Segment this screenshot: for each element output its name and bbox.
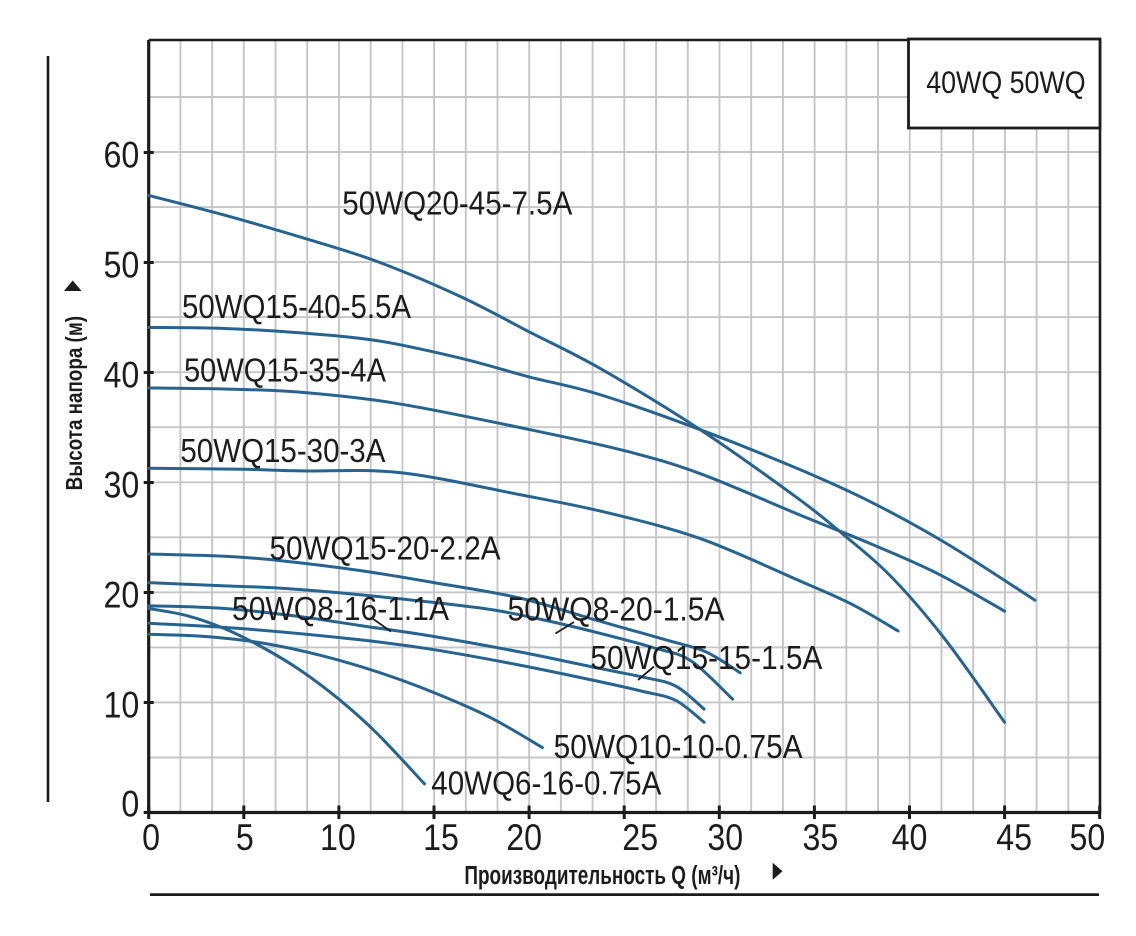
svg-text:10: 10 [320,818,356,858]
svg-text:40WQ6-16-0.75A: 40WQ6-16-0.75A [431,765,661,802]
svg-text:35: 35 [802,818,838,858]
svg-text:20: 20 [103,576,139,616]
svg-text:0: 0 [121,785,139,825]
svg-text:5: 5 [236,818,254,858]
svg-text:50WQ15-30-3A: 50WQ15-30-3A [180,432,385,469]
svg-text:50WQ10-10-0.75A: 50WQ10-10-0.75A [554,728,803,765]
svg-text:40: 40 [103,356,139,396]
svg-text:20: 20 [506,818,542,858]
svg-text:50WQ15-40-5.5A: 50WQ15-40-5.5A [182,288,411,325]
svg-text:Высота напора (м): Высота напора (м) [61,316,87,490]
svg-text:Производительность Q (м³/ч): Производительность Q (м³/ч) [464,860,740,889]
svg-text:50WQ15-20-2.2A: 50WQ15-20-2.2A [270,530,501,567]
svg-text:30: 30 [103,466,139,506]
svg-text:50WQ8-20-1.5A: 50WQ8-20-1.5A [508,591,725,628]
svg-text:50WQ15-15-1.5A: 50WQ15-15-1.5A [590,639,822,676]
svg-text:50WQ15-35-4A: 50WQ15-35-4A [184,352,386,389]
svg-text:10: 10 [103,686,139,726]
svg-text:0: 0 [142,818,160,858]
svg-text:40: 40 [892,818,928,858]
svg-text:60: 60 [103,136,139,176]
svg-text:40WQ 50WQ: 40WQ 50WQ [926,65,1085,101]
svg-text:15: 15 [423,818,459,858]
svg-text:45: 45 [996,818,1032,858]
svg-text:50: 50 [103,246,139,286]
svg-text:25: 25 [622,818,658,858]
svg-text:50WQ8-16-1.1A: 50WQ8-16-1.1A [232,590,449,627]
svg-text:30: 30 [707,818,743,858]
svg-text:50WQ20-45-7.5A: 50WQ20-45-7.5A [342,185,572,222]
svg-text:50: 50 [1069,818,1105,858]
